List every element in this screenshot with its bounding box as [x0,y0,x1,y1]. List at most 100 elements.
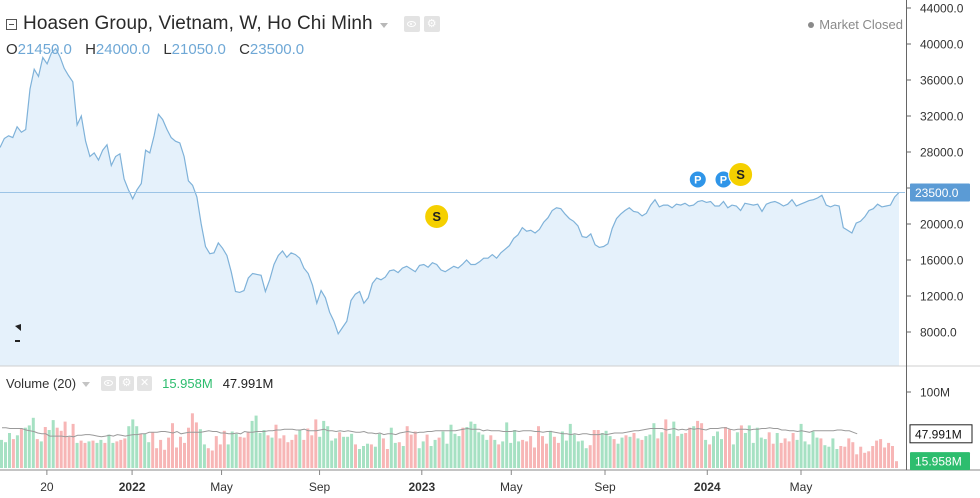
close-icon[interactable]: ✕ [137,375,153,391]
dividend-marker[interactable] [688,170,707,189]
volume-bar [616,443,620,468]
volume-bar [421,441,425,468]
volume-bar [310,435,314,468]
volume-bar [485,439,489,468]
gear-icon[interactable]: ⚙ [423,16,440,32]
volume-bar [234,433,238,468]
volume-bar [477,432,481,468]
volume-bar [867,451,871,468]
volume-bar [214,436,218,468]
volume-bar [266,435,270,468]
volume-ma-value: 47.991M [222,375,274,391]
volume-bar [326,426,330,468]
volume-bar [4,442,7,468]
visibility-icon[interactable] [101,375,117,391]
value-tags: 23500.0 47.991M 15.958M [909,183,973,471]
volume-bar [791,433,795,468]
volume-bar [823,445,827,468]
price-line [0,47,900,336]
y-tick-label: 28000.0 [920,146,964,160]
volume-bar [151,432,155,468]
volume-bar [59,430,63,468]
volume-bar [747,425,751,468]
volume-bar [51,420,55,468]
volume-bar [155,448,159,468]
price-area-fill [0,48,899,366]
volume-bar [27,425,31,468]
marker-label: S [736,167,745,182]
volume-bar [242,437,246,468]
volume-bar [545,443,548,468]
volume-bar [79,440,83,468]
volume-bar [103,442,107,468]
x-tick-label: May [500,480,523,494]
volume-bar [366,443,369,468]
volume-bar [684,433,688,468]
y-tick-label: 40000.0 [920,38,964,52]
volume-bar [891,446,894,468]
x-tick-label: 20 [40,480,54,494]
volume-bar [246,431,250,468]
marker-label: S [432,209,441,224]
volume-bar [417,448,421,468]
volume-bar [680,433,684,468]
gear-icon[interactable]: ⚙ [119,375,135,391]
volume-bar [728,429,731,468]
x-tick-label: May [210,480,233,494]
vol-tick-label: 100M [920,386,950,400]
last-price-tag: 23500.0 [915,186,959,200]
chevron-down-icon[interactable] [82,381,91,387]
volume-bar [369,444,373,468]
volume-bar [572,434,576,468]
price-y-axis[interactable]: 44000.040000.036000.032000.028000.024000… [906,2,964,340]
event-markers[interactable]: SP P S [424,162,754,229]
volume-bar [481,434,485,468]
volume-bar [91,440,95,468]
volume-bar [194,422,198,468]
volume-bar [831,438,835,468]
volume-bar [783,438,787,468]
time-x-axis[interactable]: 20 2022 May Sep 2023 May Sep 2024 May [40,470,812,494]
volume-bar [851,442,855,468]
volume-bar [322,420,326,468]
volume-bar [751,442,755,468]
volume-bar [23,427,27,468]
marker-label: P [720,175,727,187]
volume-bar [135,426,139,468]
volume-bar [632,433,636,468]
volume-bar [302,439,306,468]
volume-bar [644,436,648,468]
volume-bar [827,446,831,468]
volume-bar [171,423,174,468]
volume-bar [743,433,747,468]
high-value: 24000.0 [95,41,151,58]
volume-bar [175,447,178,468]
volume-bar [887,442,891,468]
volume-bar [457,436,461,468]
split-marker[interactable] [728,162,754,187]
volume-bar [405,426,409,468]
volume-bar [342,436,346,468]
volume-bar [612,439,616,468]
volume-bar [75,442,79,468]
symbol-title[interactable]: Hoasen Group, Vietnam, W, Ho Chi Minh [23,13,373,34]
volume-bar [803,441,807,468]
volume-bar [123,438,127,468]
volume-bar [453,433,457,468]
volume-bar [298,430,302,468]
volume-bar [692,426,696,468]
volume-bar [71,423,75,468]
visibility-icon[interactable] [403,16,420,32]
volume-bar [437,437,441,468]
drawing-tool-icon[interactable] [15,324,21,342]
collapse-toggle[interactable] [6,18,17,30]
chevron-down-icon[interactable] [379,22,388,28]
volume-title[interactable]: Volume (20) [6,375,77,391]
volume-bar [624,435,628,468]
price-series-line [0,47,900,336]
split-marker[interactable] [424,204,450,229]
volume-bar [115,441,119,468]
volume-bar [294,434,298,468]
x-tick-label: Sep [309,480,331,494]
